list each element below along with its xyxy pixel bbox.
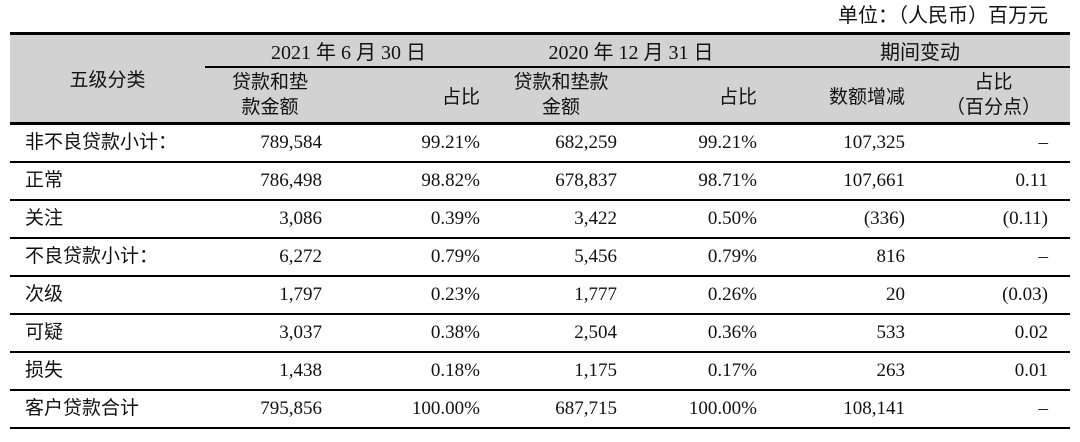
col-header-change-ratio: 占比 （百分点） (917, 67, 1070, 125)
row-category: 关注 (10, 200, 205, 239)
cell-ratio-2020: 0.36% (630, 314, 770, 353)
cell-ratio-2021: 0.38% (335, 314, 492, 353)
cell-change-amount: 108,141 (770, 390, 917, 429)
cell-change-ratio: 0.11 (917, 162, 1070, 201)
cell-ratio-2020: 99.21% (630, 123, 770, 163)
cell-ratio-2021: 0.79% (335, 238, 492, 277)
cell-ratio-2020: 100.00% (630, 390, 770, 429)
cell-amount-2021: 795,856 (205, 390, 335, 429)
cell-change-ratio: 0.02 (917, 314, 1070, 353)
col-header-change-ratio-line1: 占比 (974, 72, 1013, 93)
cell-amount-2020: 1,175 (492, 352, 630, 391)
cell-amount-2020: 678,837 (492, 162, 630, 201)
cell-change-amount: 263 (770, 352, 917, 391)
table-row: 可疑 3,037 0.38% 2,504 0.36% 533 0.02 (10, 314, 1070, 353)
table-row: 不良贷款小计： 6,272 0.79% 5,456 0.79% 816 – (10, 238, 1070, 277)
header-sub-row: 贷款和垫 款金额 占比 贷款和垫款 金额 占比 数额增减 占比 （百分点） (10, 67, 1070, 125)
table-row: 正常 786,498 98.82% 678,837 98.71% 107,661… (10, 162, 1070, 201)
col-header-amount-2021-line2: 款金额 (241, 97, 299, 118)
cell-change-ratio: (0.03) (917, 276, 1070, 315)
row-category: 不良贷款小计： (10, 238, 205, 277)
cell-ratio-2021: 0.39% (335, 200, 492, 239)
cell-amount-2020: 3,422 (492, 200, 630, 239)
cell-change-amount: 20 (770, 276, 917, 315)
cell-amount-2020: 1,777 (492, 276, 630, 315)
col-header-amount-2020-line2: 金额 (541, 97, 580, 118)
col-header-change-ratio-line2: （百分点） (945, 97, 1041, 118)
table-row: 客户贷款合计 795,856 100.00% 687,715 100.00% 1… (10, 390, 1070, 429)
col-header-amount-2020-line1: 贷款和垫款 (513, 72, 609, 93)
cell-change-amount: 816 (770, 238, 917, 277)
cell-change-amount: 533 (770, 314, 917, 353)
cell-change-ratio: (0.11) (917, 200, 1070, 239)
row-category: 损失 (10, 352, 205, 391)
cell-amount-2020: 687,715 (492, 390, 630, 429)
cell-ratio-2020: 0.17% (630, 352, 770, 391)
cell-amount-2021: 786,498 (205, 162, 335, 201)
cell-change-amount: 107,661 (770, 162, 917, 201)
row-category: 客户贷款合计 (10, 390, 205, 429)
table-header: 五级分类 2021 年 6 月 30 日 2020 年 12 月 31 日 期间… (10, 33, 1070, 125)
loan-classification-table: 五级分类 2021 年 6 月 30 日 2020 年 12 月 31 日 期间… (10, 32, 1070, 429)
cell-ratio-2021: 98.82% (335, 162, 492, 201)
col-header-ratio-2021: 占比 (335, 67, 492, 125)
cell-amount-2021: 3,037 (205, 314, 335, 353)
cell-ratio-2021: 100.00% (335, 390, 492, 429)
table-body: 非不良贷款小计： 789,584 99.21% 682,259 99.21% 1… (10, 123, 1070, 429)
table-row: 次级 1,797 0.23% 1,777 0.26% 20 (0.03) (10, 276, 1070, 315)
cell-change-amount: 107,325 (770, 123, 917, 163)
col-header-amount-2021-line1: 贷款和垫 (231, 72, 308, 93)
row-category: 正常 (10, 162, 205, 201)
cell-ratio-2020: 0.50% (630, 200, 770, 239)
row-category: 可疑 (10, 314, 205, 353)
header-group-row: 五级分类 2021 年 6 月 30 日 2020 年 12 月 31 日 期间… (10, 33, 1070, 125)
col-header-amount-2021: 贷款和垫 款金额 (205, 67, 335, 125)
col-header-amount-2020: 贷款和垫款 金额 (492, 67, 630, 125)
unit-label: 单位：（人民币）百万元 (838, 5, 1048, 27)
cell-amount-2021: 6,272 (205, 238, 335, 277)
cell-amount-2021: 1,797 (205, 276, 335, 315)
col-group-2020-12-31: 2020 年 12 月 31 日 (492, 33, 770, 68)
cell-change-ratio: 0.01 (917, 352, 1070, 391)
cell-change-ratio: – (917, 123, 1070, 163)
col-header-ratio-2020: 占比 (630, 67, 770, 125)
cell-change-amount: (336) (770, 200, 917, 239)
cell-change-ratio: – (917, 390, 1070, 429)
cell-ratio-2021: 0.18% (335, 352, 492, 391)
cell-amount-2021: 789,584 (205, 123, 335, 163)
table-row: 非不良贷款小计： 789,584 99.21% 682,259 99.21% 1… (10, 123, 1070, 163)
col-group-period-change: 期间变动 (770, 33, 1070, 68)
cell-change-ratio: – (917, 238, 1070, 277)
cell-amount-2020: 5,456 (492, 238, 630, 277)
col-header-category: 五级分类 (10, 33, 205, 125)
col-group-2021-06-30: 2021 年 6 月 30 日 (205, 33, 492, 68)
cell-ratio-2020: 98.71% (630, 162, 770, 201)
cell-ratio-2020: 0.26% (630, 276, 770, 315)
table-row: 关注 3,086 0.39% 3,422 0.50% (336) (0.11) (10, 200, 1070, 239)
cell-amount-2021: 1,438 (205, 352, 335, 391)
row-category: 非不良贷款小计： (10, 123, 205, 163)
cell-ratio-2020: 0.79% (630, 238, 770, 277)
col-header-change-amount: 数额增减 (770, 67, 917, 125)
cell-amount-2020: 682,259 (492, 123, 630, 163)
table-row: 损失 1,438 0.18% 1,175 0.17% 263 0.01 (10, 352, 1070, 391)
report-page: 单位：（人民币）百万元 五级分类 2021 年 6 月 30 日 2020 年 … (10, 0, 1070, 429)
row-category: 次级 (10, 276, 205, 315)
cell-ratio-2021: 99.21% (335, 123, 492, 163)
cell-amount-2021: 3,086 (205, 200, 335, 239)
cell-ratio-2021: 0.23% (335, 276, 492, 315)
cell-amount-2020: 2,504 (492, 314, 630, 353)
